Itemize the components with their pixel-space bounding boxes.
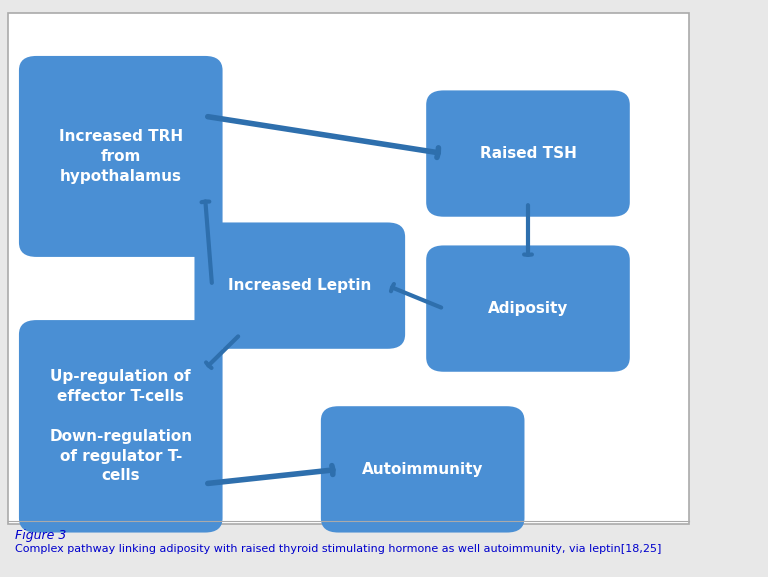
Text: Complex pathway linking adiposity with raised thyroid stimulating hormone as wel: Complex pathway linking adiposity with r… <box>15 544 662 554</box>
FancyBboxPatch shape <box>194 223 406 349</box>
FancyBboxPatch shape <box>426 245 630 372</box>
FancyBboxPatch shape <box>321 406 525 533</box>
Text: Figure 3: Figure 3 <box>15 529 67 542</box>
Text: Adiposity: Adiposity <box>488 301 568 316</box>
Text: Up-regulation of
effector T-cells

Down-regulation
of regulator T-
cells: Up-regulation of effector T-cells Down-r… <box>49 369 192 484</box>
FancyBboxPatch shape <box>19 320 223 533</box>
FancyBboxPatch shape <box>8 13 690 524</box>
FancyBboxPatch shape <box>426 91 630 217</box>
FancyBboxPatch shape <box>19 56 223 257</box>
Text: Autoimmunity: Autoimmunity <box>362 462 483 477</box>
Text: Raised TSH: Raised TSH <box>479 146 577 161</box>
Text: Increased Leptin: Increased Leptin <box>228 278 372 293</box>
Text: Increased TRH
from
hypothalamus: Increased TRH from hypothalamus <box>58 129 183 183</box>
